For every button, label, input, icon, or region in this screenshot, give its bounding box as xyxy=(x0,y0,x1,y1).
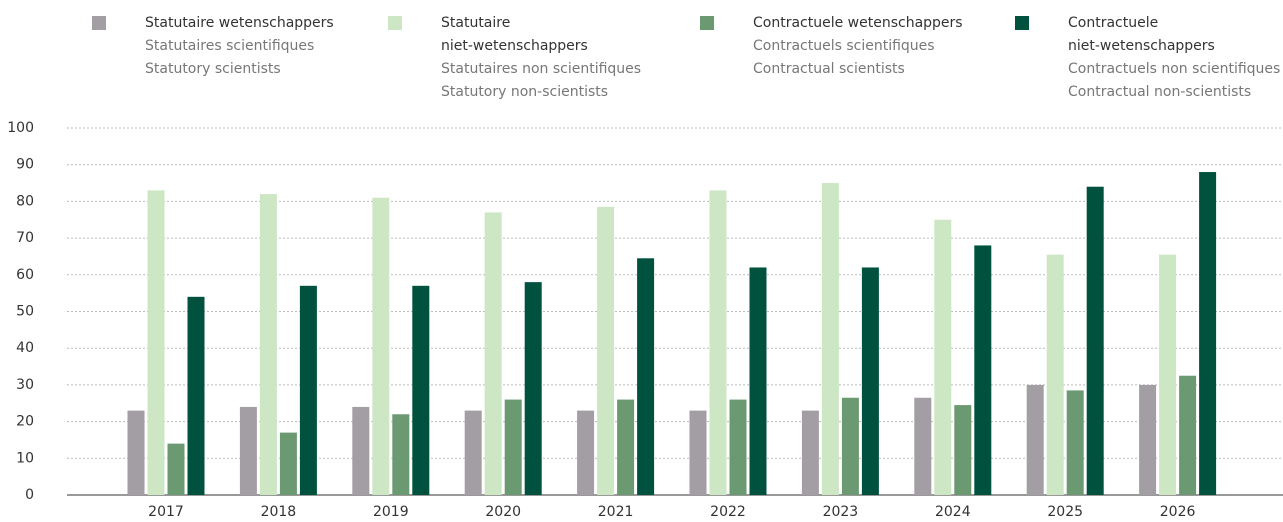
bar xyxy=(689,410,707,495)
x-tick-label: 2020 xyxy=(485,504,521,520)
bar xyxy=(484,212,502,495)
bar xyxy=(187,296,205,495)
bar xyxy=(524,282,542,495)
bar xyxy=(749,267,767,495)
y-tick-label: 80 xyxy=(16,193,34,209)
bar xyxy=(464,410,482,495)
x-tick-label: 2019 xyxy=(373,504,409,520)
bar xyxy=(259,194,277,495)
bar xyxy=(914,397,932,495)
legend-translation: Statutory non-scientists xyxy=(441,84,609,100)
legend-label: Contractuele wetenschappers xyxy=(753,15,963,31)
bar xyxy=(1066,390,1084,495)
y-tick-label: 90 xyxy=(16,157,34,173)
x-tick-label: 2018 xyxy=(261,504,297,520)
legend-swatch xyxy=(388,16,402,30)
y-tick-label: 10 xyxy=(16,450,34,466)
legend-translation: Contractual non-scientists xyxy=(1068,84,1252,100)
x-tick-label: 2023 xyxy=(823,504,859,520)
bar xyxy=(934,219,952,495)
bar xyxy=(1046,254,1064,495)
bar xyxy=(597,206,615,495)
bar xyxy=(801,410,819,495)
y-tick-label: 0 xyxy=(25,487,34,503)
legend-entry: Contractuele niet-wetenschappers Contract… xyxy=(1068,12,1280,104)
bar xyxy=(861,267,879,495)
x-tick-label: 2024 xyxy=(935,504,971,520)
y-tick-label: 30 xyxy=(16,377,34,393)
bar xyxy=(1026,384,1044,495)
legend-translation: Contractuels non scientifiques xyxy=(1068,61,1281,77)
bar xyxy=(1159,254,1177,495)
legend-translation: Statutaires non scientifiques xyxy=(441,61,642,77)
bar xyxy=(954,405,972,495)
legend-swatch xyxy=(1015,16,1029,30)
bar xyxy=(1179,375,1197,495)
bar xyxy=(974,245,992,495)
legend-entry: Contractuele wetenschappers Contractuels … xyxy=(753,12,963,81)
bar xyxy=(392,414,410,495)
legend-translation: Contractuels scientifiques xyxy=(753,38,935,54)
bar xyxy=(709,190,727,495)
bar xyxy=(372,197,390,496)
legend-entry: Statutaire niet-wetenschappers Statutaire… xyxy=(441,12,641,104)
legend-label: Statutaire wetenschappers xyxy=(145,15,334,31)
legend-translation: Statutory scientists xyxy=(145,61,281,77)
bar xyxy=(1199,172,1217,496)
bar xyxy=(637,258,655,495)
x-tick-label: 2017 xyxy=(148,504,184,520)
y-tick-label: 70 xyxy=(16,230,34,246)
bar xyxy=(147,190,165,495)
bar xyxy=(1139,384,1157,495)
legend-translation: Statutaires scientifiques xyxy=(145,38,315,54)
bar xyxy=(841,397,859,495)
y-tick-label: 20 xyxy=(16,414,34,430)
bar xyxy=(504,399,522,495)
bar xyxy=(352,406,370,495)
y-tick-label: 40 xyxy=(16,340,34,356)
bar xyxy=(299,285,317,495)
bar xyxy=(617,399,635,495)
bar xyxy=(127,410,145,495)
bar xyxy=(279,432,297,495)
bar xyxy=(412,285,430,495)
bar xyxy=(821,183,839,496)
legend-translation: Contractual scientists xyxy=(753,61,905,77)
legend-label: Statutaire niet-wetenschappers xyxy=(441,15,588,54)
legend-entry: Statutaire wetenschappers Statutaires sci… xyxy=(145,12,334,81)
x-tick-label: 2021 xyxy=(598,504,634,520)
x-tick-label: 2022 xyxy=(710,504,746,520)
legend-swatch xyxy=(92,16,106,30)
legend-swatch xyxy=(700,16,714,30)
x-tick-label: 2025 xyxy=(1047,504,1083,520)
y-tick-label: 100 xyxy=(7,120,34,136)
bar xyxy=(167,443,185,495)
y-tick-label: 50 xyxy=(16,304,34,320)
y-tick-label: 60 xyxy=(16,267,34,283)
bar xyxy=(239,406,257,495)
bar xyxy=(577,410,595,495)
bar xyxy=(729,399,747,495)
bar xyxy=(1086,186,1104,495)
legend-label: Contractuele niet-wetenschappers xyxy=(1068,15,1215,54)
x-tick-label: 2026 xyxy=(1160,504,1196,520)
